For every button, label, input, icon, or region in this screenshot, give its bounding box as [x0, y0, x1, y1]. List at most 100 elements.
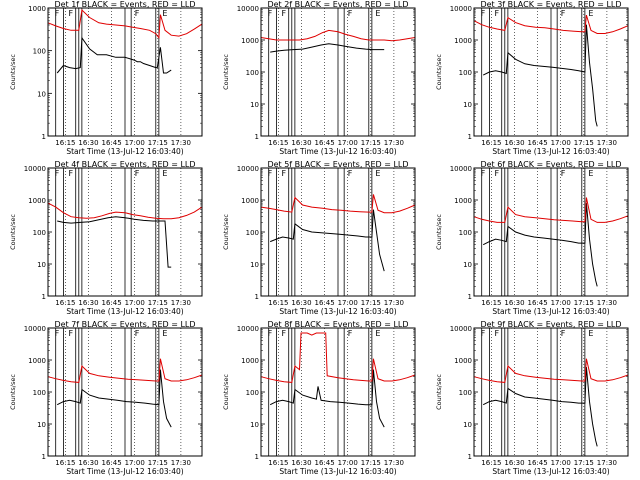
x-tick-label: 17:30	[384, 299, 404, 307]
events-series-line	[56, 369, 172, 428]
x-tick-label: 16:30	[291, 299, 311, 307]
x-tick-label: 17:00	[551, 139, 571, 147]
y-tick-label: 10000	[237, 325, 259, 333]
x-tick-label: 16:15	[55, 299, 75, 307]
panel-title: Det 2f BLACK = Events, RED = LLD	[267, 0, 408, 9]
y-axis-label: Counts/sec	[435, 214, 443, 250]
y-tick-label: 1000	[454, 37, 472, 45]
y-tick-label: 100	[459, 69, 472, 77]
panel-title: Det 1f BLACK = Events, RED = LLD	[54, 0, 195, 9]
y-tick-label: 1	[468, 293, 472, 301]
x-tick-label: 16:30	[78, 139, 98, 147]
interval-marker: F	[494, 9, 499, 18]
y-tick-label: 10	[250, 261, 259, 269]
x-tick-label: 16:15	[268, 459, 288, 467]
x-tick-label: 16:45	[102, 139, 122, 147]
y-tick-label: 10	[37, 90, 46, 98]
y-tick-label: 100	[459, 229, 472, 237]
panel-title: Det 9f BLACK = Events, RED = LLD	[480, 320, 621, 329]
y-tick-label: 1	[468, 133, 472, 141]
x-tick-label: 17:15	[361, 139, 381, 147]
interval-marker: F	[561, 329, 566, 338]
y-tick-label: 1000	[241, 197, 259, 205]
y-tick-label: 100	[246, 229, 259, 237]
interval-marker: F	[494, 329, 499, 338]
x-tick-label: 16:30	[291, 459, 311, 467]
y-tick-label: 1000	[454, 197, 472, 205]
interval-marker: F	[268, 329, 273, 338]
y-axis-label: Counts/sec	[435, 54, 443, 90]
x-tick-label: 16:45	[315, 299, 335, 307]
interval-marker: E	[162, 329, 167, 338]
y-tick-label: 10000	[237, 5, 259, 13]
interval-marker: F	[348, 329, 353, 338]
x-tick-label: 16:15	[55, 459, 75, 467]
panel-title: Det 8f BLACK = Events, RED = LLD	[267, 320, 408, 329]
x-tick-label: 17:15	[361, 459, 381, 467]
lld-series-line	[473, 197, 629, 223]
interval-marker: F	[68, 329, 73, 338]
interval-marker: F	[68, 9, 73, 18]
x-tick-label: 17:30	[171, 299, 191, 307]
interval-marker: E	[588, 329, 593, 338]
x-tick-label: 17:30	[597, 139, 617, 147]
x-axis-label: Start Time (13-Jul-12 16:03:40)	[279, 147, 396, 156]
interval-marker: F	[281, 329, 286, 338]
y-tick-label: 1000	[241, 357, 259, 365]
interval-marker: F	[55, 169, 60, 178]
x-axis-label: Start Time (13-Jul-12 16:03:40)	[66, 147, 183, 156]
y-tick-label: 1	[255, 453, 259, 461]
x-tick-label: 17:00	[125, 299, 145, 307]
plot-frame	[260, 7, 416, 137]
interval-marker: F	[68, 169, 73, 178]
x-tick-label: 16:45	[528, 139, 548, 147]
x-tick-label: 17:15	[148, 299, 168, 307]
x-axis-label: Start Time (13-Jul-12 16:03:40)	[279, 467, 396, 476]
y-tick-label: 10	[463, 421, 472, 429]
y-tick-label: 100	[33, 48, 46, 56]
x-axis-label: Start Time (13-Jul-12 16:03:40)	[66, 467, 183, 476]
x-tick-label: 16:30	[78, 299, 98, 307]
x-tick-label: 16:45	[315, 459, 335, 467]
interval-marker: F	[55, 329, 60, 338]
plot-frame	[473, 167, 629, 297]
y-tick-label: 100	[459, 389, 472, 397]
y-axis-label: Counts/sec	[222, 214, 230, 250]
lld-series-line	[473, 358, 629, 383]
plot-frame	[260, 327, 416, 457]
interval-marker: F	[135, 329, 140, 338]
x-tick-label: 17:30	[597, 299, 617, 307]
interval-marker: F	[281, 9, 286, 18]
plot-frame	[260, 167, 416, 297]
interval-marker: F	[494, 169, 499, 178]
y-tick-label: 100	[246, 389, 259, 397]
y-tick-label: 1000	[241, 37, 259, 45]
y-tick-label: 1000	[28, 357, 46, 365]
interval-marker: E	[375, 329, 380, 338]
x-tick-label: 17:00	[338, 459, 358, 467]
x-axis-label: Start Time (13-Jul-12 16:03:40)	[492, 307, 609, 316]
y-axis-label: Counts/sec	[435, 374, 443, 410]
y-tick-label: 10	[463, 101, 472, 109]
interval-marker: F	[135, 9, 140, 18]
y-axis-label: Counts/sec	[222, 374, 230, 410]
x-tick-label: 16:30	[504, 299, 524, 307]
y-tick-label: 100	[33, 389, 46, 397]
x-tick-label: 17:00	[338, 299, 358, 307]
x-tick-label: 17:30	[597, 459, 617, 467]
x-axis-label: Start Time (13-Jul-12 16:03:40)	[279, 307, 396, 316]
x-tick-label: 17:15	[574, 459, 594, 467]
events-series-line	[482, 367, 598, 447]
y-axis-label: Counts/sec	[9, 54, 17, 90]
y-tick-label: 10000	[450, 325, 472, 333]
x-tick-label: 16:15	[481, 139, 501, 147]
interval-marker: E	[375, 9, 380, 18]
y-tick-label: 100	[33, 229, 46, 237]
x-tick-label: 16:30	[291, 139, 311, 147]
